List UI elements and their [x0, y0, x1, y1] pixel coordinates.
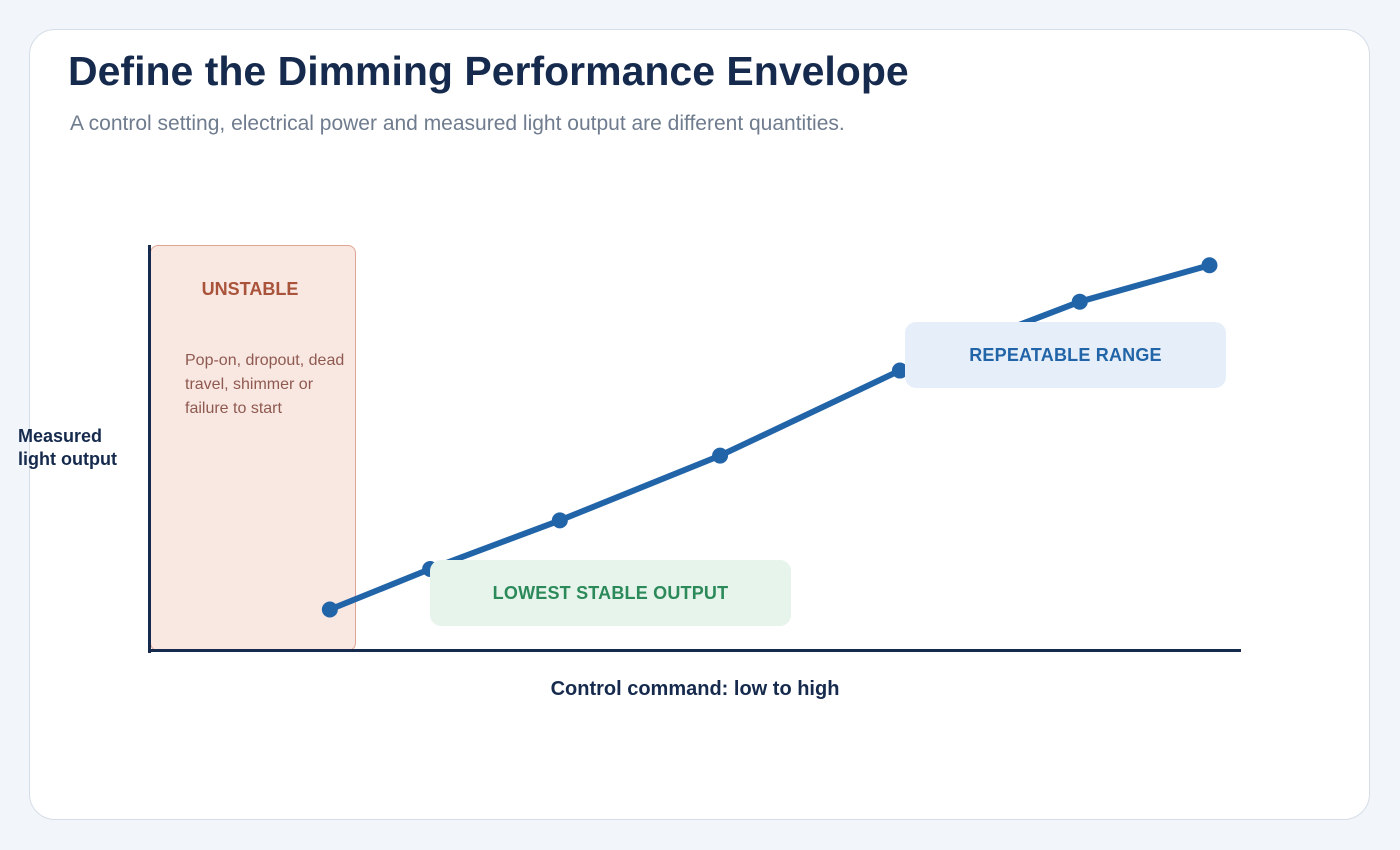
y-axis-line: [148, 245, 151, 653]
x-axis-label: Control command: low to high: [550, 678, 840, 700]
response-curve-line: [326, 262, 1213, 613]
page-title: Define the Dimming Performance Envelope: [68, 48, 909, 94]
response-curve-point: [321, 601, 338, 618]
page-subtitle: A control setting, electrical power and …: [70, 112, 845, 135]
unstable-zone-title: UNSTABLE: [201, 279, 299, 299]
response-curve-point: [1071, 293, 1088, 310]
lowest-stable-output-callout: LOWEST STABLE OUTPUT: [430, 560, 791, 626]
x-axis-line: [148, 649, 1241, 652]
y-axis-label: Measured light output: [18, 426, 117, 469]
response-curve-point: [1201, 257, 1218, 274]
repeatable-range-callout: REPEATABLE RANGE: [905, 322, 1226, 388]
response-curve-point: [712, 447, 729, 464]
response-curve-point: [551, 512, 568, 529]
unstable-zone: [150, 245, 356, 651]
response-curve-point: [891, 362, 908, 379]
unstable-zone-description: Pop-on, dropout, dead travel, shimmer or…: [185, 352, 345, 417]
